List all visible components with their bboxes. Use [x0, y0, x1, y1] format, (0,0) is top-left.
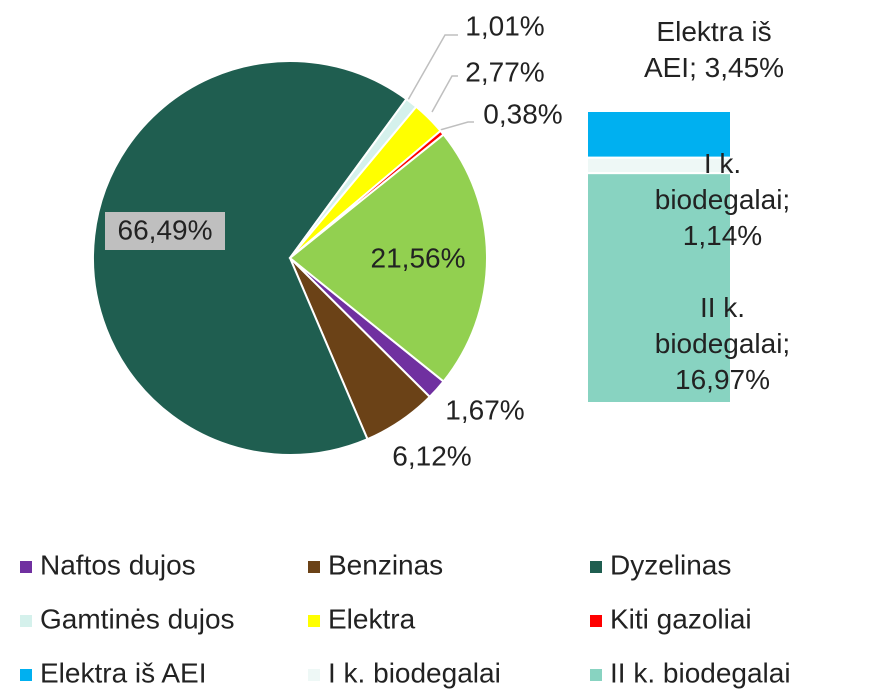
data-label: 6,12%: [392, 440, 471, 471]
legend-label: Elektra iš AEI: [40, 657, 207, 688]
data-label: 0,38%: [483, 98, 562, 129]
legend-swatch: [20, 561, 32, 573]
legend-swatch: [590, 615, 602, 627]
data-label: 1,01%: [465, 10, 544, 41]
legend-swatch: [590, 669, 602, 681]
legend-label: Benzinas: [328, 549, 443, 580]
legend-swatch: [20, 615, 32, 627]
legend-label: Gamtinės dujos: [40, 603, 235, 634]
legend-swatch: [308, 615, 320, 627]
label-background: [105, 212, 225, 250]
bar-label: I k. biodegalai; 1,14%: [654, 148, 791, 251]
leader-lines: [407, 34, 474, 131]
pie-slice: [288, 133, 488, 383]
legend-swatch: [308, 561, 320, 573]
legend-swatch: [590, 561, 602, 573]
legend-label: Dyzelinas: [610, 549, 731, 580]
legend-swatch: [308, 669, 320, 681]
legend-label: Naftos dujos: [40, 549, 196, 580]
data-label: 2,77%: [465, 56, 544, 87]
leader-line: [407, 34, 458, 101]
leader-line: [439, 121, 474, 131]
legend-label: II k. biodegalai: [610, 657, 791, 688]
legend-swatch: [20, 669, 32, 681]
bar-label: Elektra iš AEI; 3,45%: [643, 16, 785, 83]
data-label: 66,49%: [118, 214, 213, 245]
bar-label: II k. biodegalai; 16,97%: [654, 292, 791, 395]
leader-line: [431, 75, 458, 113]
data-label: 1,67%: [445, 394, 524, 425]
data-label: 21,56%: [371, 242, 466, 273]
legend-label: Kiti gazoliai: [610, 603, 752, 634]
legend-label: I k. biodegalai: [328, 657, 501, 688]
legend-label: Elektra: [328, 603, 416, 634]
bar-segment: [586, 172, 732, 404]
pie-slice: [92, 60, 408, 456]
